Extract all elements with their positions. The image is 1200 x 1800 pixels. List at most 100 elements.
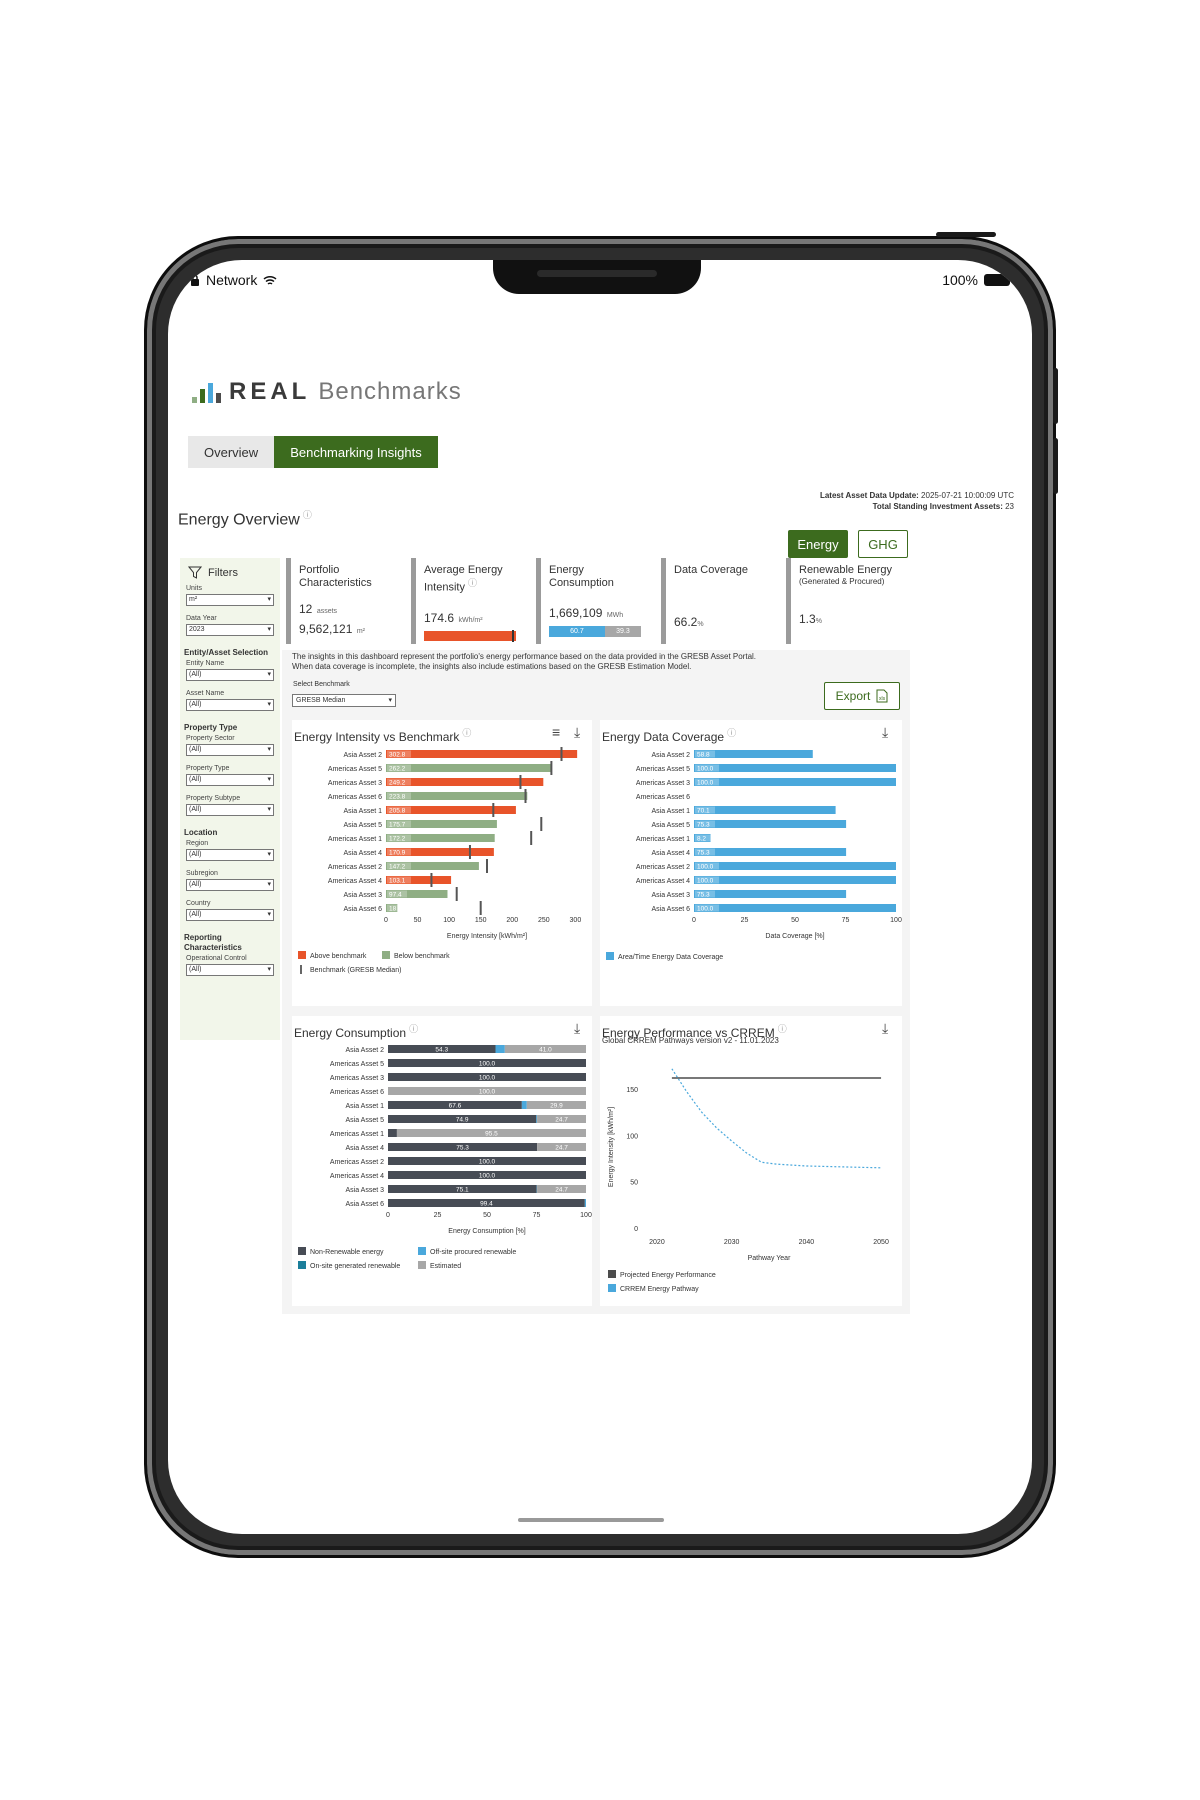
- bar-value-label: 175.7: [389, 822, 406, 829]
- x-tick-label: 50: [483, 1212, 491, 1219]
- update-value: 2025-07-21 10:00:09 UTC: [921, 491, 1014, 500]
- category-label: Americas Asset 4: [328, 878, 382, 885]
- bar-value-label: 99.4: [480, 1201, 493, 1208]
- x-tick-label: 25: [741, 917, 749, 924]
- legend-estimated-swatch: [418, 1261, 426, 1269]
- bar-label-bg: [387, 806, 411, 814]
- info-icon[interactable]: ⓘ: [462, 728, 472, 738]
- x-tick-label: 300: [570, 917, 582, 924]
- energy-toggle-button[interactable]: Energy: [788, 530, 848, 558]
- bar-value-label: 100.0: [479, 1075, 496, 1082]
- category-label: Asia Asset 2: [343, 752, 382, 759]
- asset-name-select[interactable]: (All): [186, 699, 274, 711]
- intensity-panel: Energy Intensity vs Benchmark ⓘ ≡ ⤓ Asia …: [292, 720, 592, 1006]
- bar-segment: [584, 1199, 586, 1207]
- info-icon[interactable]: ⓘ: [727, 728, 737, 738]
- ghg-toggle-button[interactable]: GHG: [858, 530, 908, 558]
- bar-label-bg: [695, 820, 715, 828]
- reporting-section-heading: Reporting Characteristics: [184, 933, 242, 952]
- bar-value-label: 18: [389, 906, 397, 913]
- kpi-area-unit: m²: [356, 628, 366, 635]
- legend-offsite-swatch: [418, 1247, 426, 1255]
- entity-name-select[interactable]: (All): [186, 669, 274, 681]
- download-icon[interactable]: ⤓: [882, 1020, 889, 1036]
- operational-control-select[interactable]: (All): [186, 964, 274, 976]
- property-subtype-label: Property Subtype: [186, 795, 241, 802]
- bar-value-label: 262.2: [389, 766, 406, 773]
- legend-onsite-swatch: [298, 1261, 306, 1269]
- bar: [386, 876, 452, 884]
- category-label: Asia Asset 4: [343, 850, 382, 857]
- bar-value-label: 95.5: [485, 1131, 498, 1138]
- download-icon[interactable]: ⤓: [574, 1020, 581, 1036]
- entity-name-label: Entity Name: [186, 660, 225, 667]
- volume-down-button: [1053, 438, 1058, 494]
- bar-label-bg: [387, 904, 399, 912]
- intensity-chart: Asia Asset 2 302.8 Americas Asset 5 262.2 Am…: [298, 747, 582, 974]
- y-tick-label: 100: [626, 1133, 638, 1140]
- download-icon[interactable]: ⤓: [882, 724, 889, 740]
- x-tick-label: 75: [533, 1212, 541, 1219]
- bar: [386, 848, 494, 856]
- legend-below-label: Below benchmark: [394, 953, 450, 960]
- status-bar-right: 100%: [942, 272, 1013, 288]
- bar-value-label: 103.1: [389, 878, 406, 885]
- info-icon[interactable]: ⓘ: [409, 1024, 419, 1034]
- y-tick-label: 150: [626, 1087, 638, 1094]
- bar-label-bg: [695, 862, 719, 870]
- category-label: Americas Asset 3: [330, 1075, 384, 1082]
- info-icon[interactable]: ⓘ: [467, 578, 477, 588]
- property-subtype-select[interactable]: (All): [186, 804, 274, 816]
- bar: [386, 862, 479, 870]
- kpi-consumption-value: 1,669,109: [549, 606, 603, 620]
- tab-overview[interactable]: Overview: [188, 436, 275, 468]
- region-select[interactable]: (All): [186, 849, 274, 861]
- legend-above-label: Above benchmark: [310, 953, 367, 960]
- bar-label-bg: [695, 806, 715, 814]
- bar: [694, 820, 847, 828]
- property-sector-select[interactable]: (All): [186, 744, 274, 756]
- export-button[interactable]: Export xls: [824, 682, 900, 710]
- kpi-consumption-split-bar: 60.7 39.3: [549, 626, 641, 637]
- bar-value-label: 100.0: [479, 1089, 496, 1096]
- bar-value-label: 100.0: [479, 1159, 496, 1166]
- bar: [694, 778, 896, 786]
- bar-segment: [495, 1045, 505, 1053]
- data-year-select[interactable]: 2023: [186, 624, 274, 636]
- kpi-renewable-title: Renewable Energy: [799, 564, 892, 576]
- units-select[interactable]: m²: [186, 594, 274, 606]
- home-indicator: [518, 1518, 664, 1522]
- x-tick-label: 25: [434, 1212, 442, 1219]
- bar: [386, 778, 544, 786]
- benchmark-select[interactable]: GRESB Median: [292, 694, 396, 707]
- x-axis-label: Pathway Year: [748, 1255, 791, 1262]
- x-tick-label: 2040: [799, 1239, 815, 1246]
- entity-section-heading: Entity/Asset Selection: [184, 648, 269, 657]
- info-icon[interactable]: ⓘ: [302, 510, 312, 520]
- consumption-panel: Energy Consumption ⓘ ⤓ Asia Asset 2 54.3 41…: [292, 1016, 592, 1306]
- y-tick-label: 50: [630, 1180, 638, 1187]
- lock-icon: [191, 274, 199, 286]
- bar-value-label: 75.3: [697, 892, 710, 899]
- property-type-select[interactable]: (All): [186, 774, 274, 786]
- sort-icon[interactable]: ≡: [552, 724, 561, 740]
- category-label: Americas Asset 6: [330, 1089, 384, 1096]
- bar-value-label: 97.4: [389, 892, 402, 899]
- info-icon[interactable]: ⓘ: [777, 1024, 787, 1034]
- y-axis-label: Energy Intensity [kWh/m²]: [608, 1107, 615, 1187]
- category-label: Asia Asset 2: [651, 752, 690, 759]
- category-label: Americas Asset 6: [636, 794, 690, 801]
- bar-value-label: 8.2: [697, 836, 706, 843]
- country-select[interactable]: (All): [186, 909, 274, 921]
- kpi-intensity-title: Average Energy Intensity ⓘ: [424, 564, 503, 594]
- download-icon[interactable]: ⤓: [574, 724, 581, 740]
- bar: [386, 806, 516, 814]
- subregion-select[interactable]: (All): [186, 879, 274, 891]
- consumption-chart: Asia Asset 2 54.3 41.0 Americas Asset 5 100.…: [298, 1045, 592, 1270]
- bar-value-label: 74.9: [456, 1117, 469, 1124]
- category-label: Asia Asset 6: [343, 906, 382, 913]
- tab-benchmarking-insights[interactable]: Benchmarking Insights: [274, 436, 438, 468]
- x-axis-label: Energy Intensity [kWh/m²]: [447, 933, 527, 940]
- bar-value-label: 302.8: [389, 752, 406, 759]
- legend-below-swatch: [382, 951, 390, 959]
